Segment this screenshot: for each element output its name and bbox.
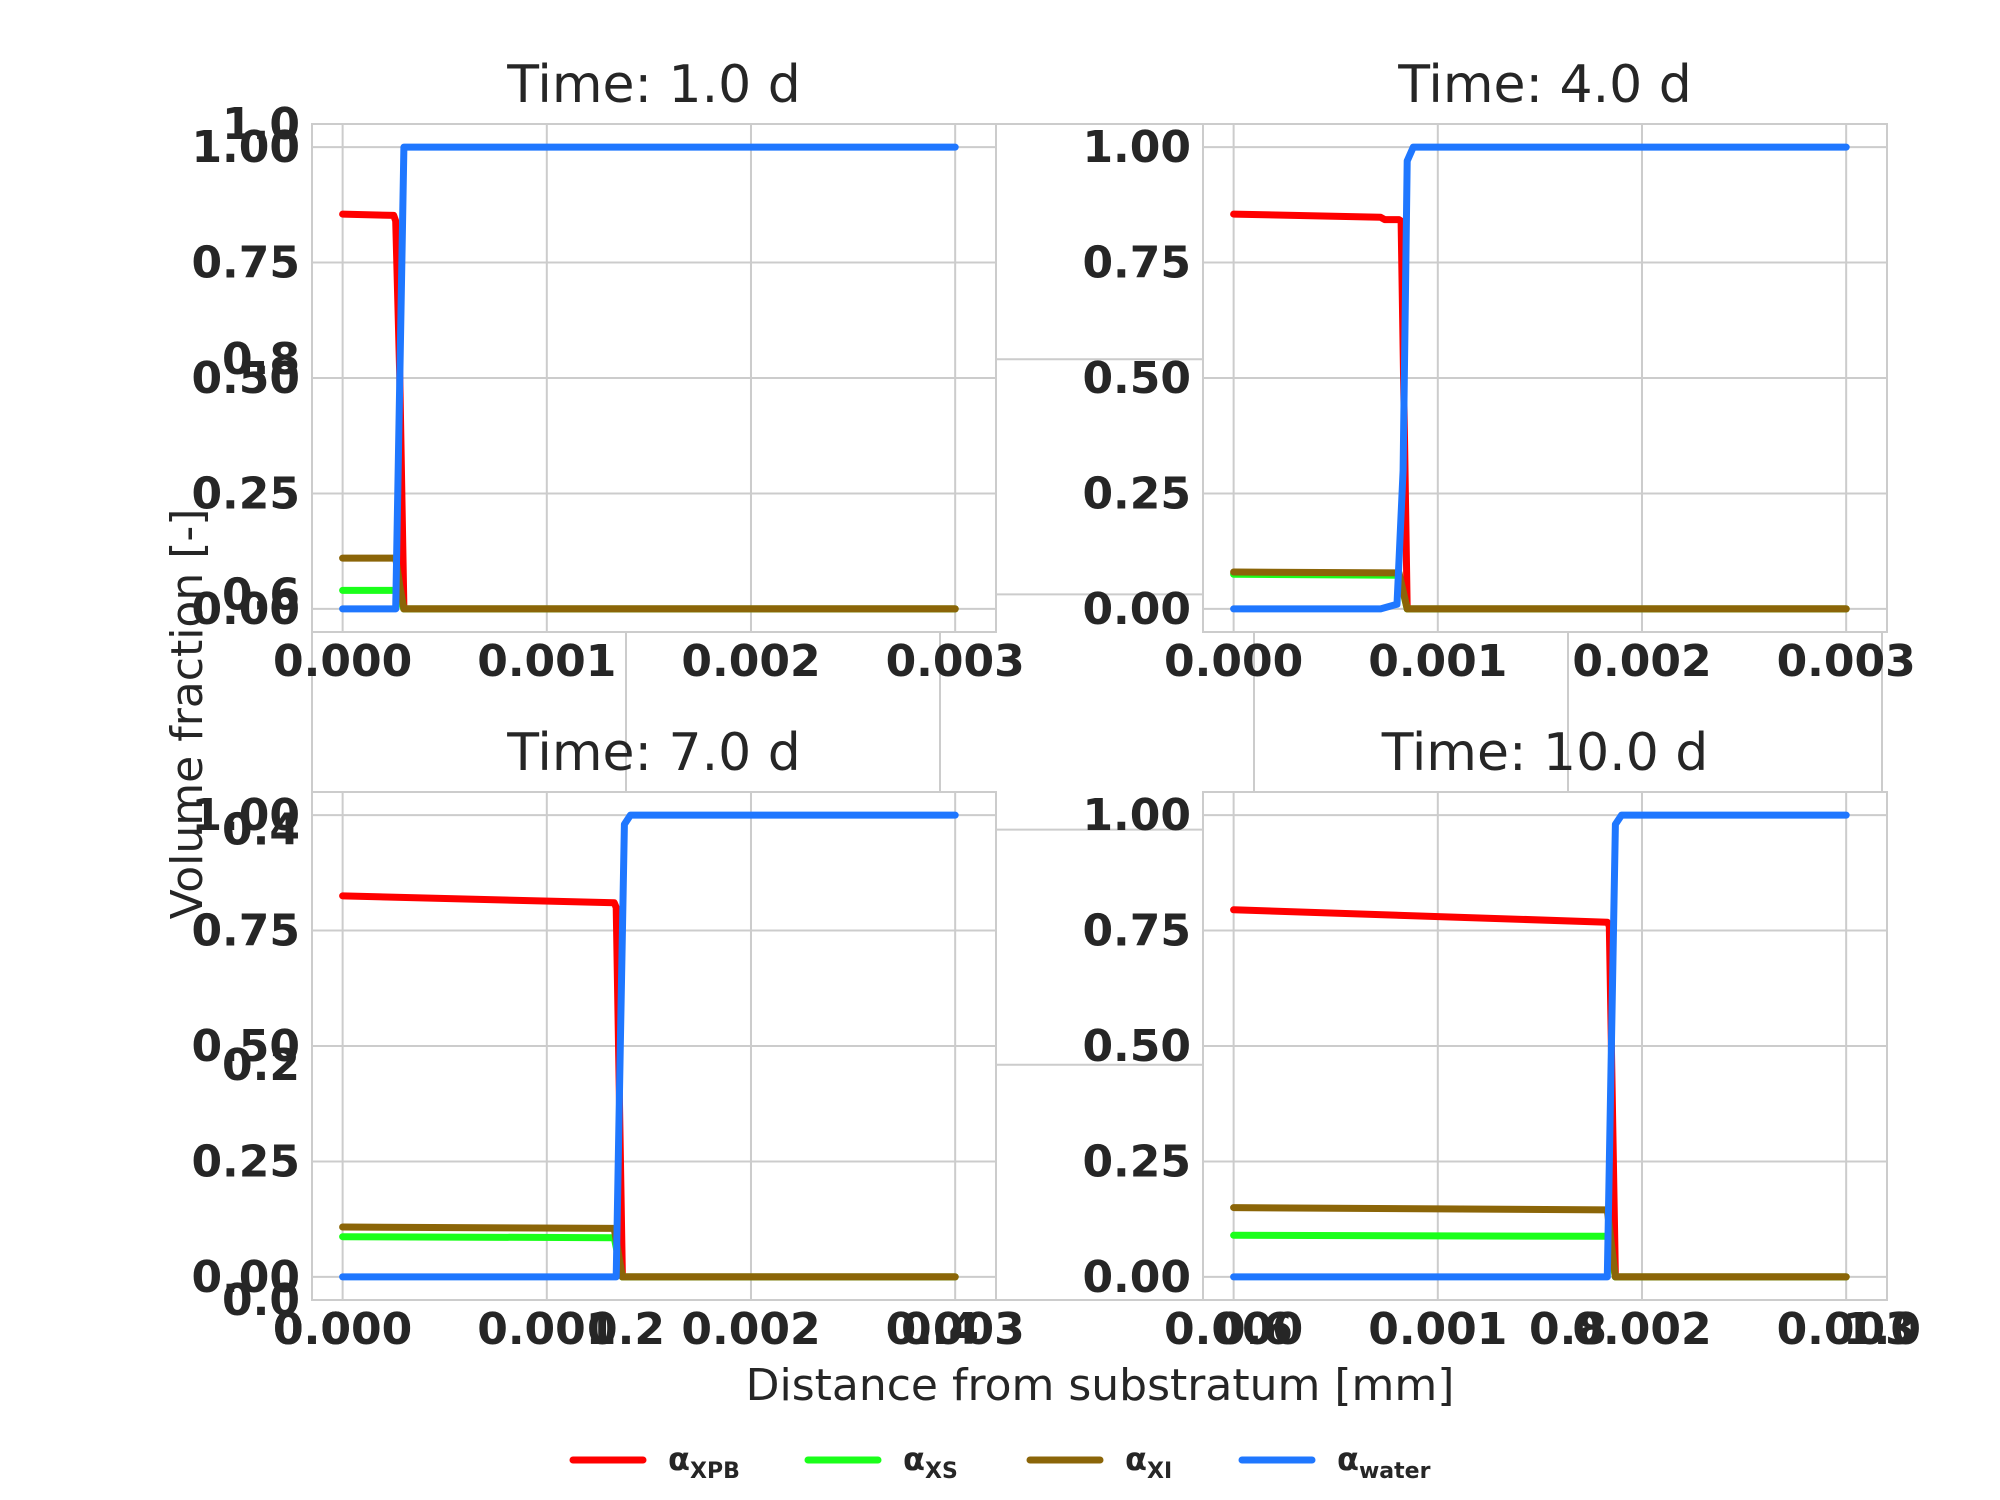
series-line-xi <box>339 554 959 613</box>
outer-x-tick-label: 0.0 <box>273 1304 351 1355</box>
outer-x-tick-label: 0.8 <box>1529 1304 1607 1355</box>
outer-y-tick-label: 0.0 <box>222 1275 300 1326</box>
legend-label: αXS <box>903 1440 958 1484</box>
legend-item-xpb: αXPB <box>569 1440 740 1484</box>
x-tick-label: 0.003 <box>1777 1304 1916 1355</box>
y-tick-label: 0.75 <box>1082 906 1191 957</box>
subplot-2: 0.000 0.001 0.002 0.003 0.00 0.25 0.50 0.75 1.00… <box>1082 55 1915 687</box>
outer-y-tick-label: 0.8 <box>222 334 300 385</box>
y-tick-label: 0.50 <box>1082 1021 1191 1072</box>
series-line-water <box>1230 143 1850 613</box>
outer-x-tick-label: 0.6 <box>1215 1304 1293 1355</box>
y-tick-label: 0.00 <box>1082 584 1191 635</box>
legend-label: αXPB <box>668 1440 740 1484</box>
y-tick-label: 0.50 <box>1082 353 1191 404</box>
legend-item-xs: αXS <box>804 1440 958 1484</box>
x-tick-label: 0.003 <box>886 636 1025 687</box>
y-tick-label: 0.50 <box>191 353 300 404</box>
subplot-4: 0.000 0.001 0.002 0.003 0.00 0.25 0.50 0.75 1.00… <box>1082 723 1915 1355</box>
outer-y-tick-label: 0.2 <box>222 1040 300 1091</box>
series-line-water <box>339 811 959 1281</box>
series-line-xi <box>1230 568 1850 613</box>
subplot-title: Time: 4.0 d <box>1397 55 1692 115</box>
outer-x-tick-label: 0.2 <box>587 1304 665 1355</box>
subplots: 0.000 0.001 0.002 0.0030.000.250.500.751.00… <box>191 55 1915 1355</box>
y-tick-label: 0.25 <box>191 468 300 519</box>
x-tick-label: 0.002 <box>1572 636 1711 687</box>
x-tick-label: 0.000 <box>273 636 412 687</box>
x-tick-label: 0.002 <box>1572 1304 1711 1355</box>
y-tick-label: 0.50 <box>191 1021 300 1072</box>
subplot-3: 0.000 0.001 0.002 0.003 0.00 0.25 0.50 0.75 1.00… <box>191 723 1024 1355</box>
x-tick-label: 0.002 <box>681 1304 820 1355</box>
legend-label: αwater <box>1337 1440 1431 1484</box>
y-tick-label: 0.25 <box>191 1136 300 1187</box>
legend-label: αXI <box>1125 1440 1172 1484</box>
y-tick-label: 0.25 <box>1082 468 1191 519</box>
y-tick-label: 0.00 <box>1082 1252 1191 1303</box>
legend-item-water: αwater <box>1238 1440 1431 1484</box>
x-tick-label: 0.000 <box>1164 636 1303 687</box>
series-line-water <box>1230 811 1850 1281</box>
x-tick-label: 0.000 <box>273 1304 412 1355</box>
x-tick-label: 0.002 <box>681 636 820 687</box>
outer-y-tick-label: 0.6 <box>222 569 300 620</box>
legend-item-xi: αXI <box>1026 1440 1172 1484</box>
x-tick-label: 0.001 <box>477 636 616 687</box>
subplot-title: Time: 1.0 d <box>506 55 801 115</box>
x-tick-label: 0.001 <box>1368 636 1507 687</box>
y-tick-label: 1.00 <box>1082 790 1191 841</box>
y-tick-label: 0.00 <box>191 584 300 635</box>
legend: αXPB αXS αXI αwater <box>569 1440 1431 1484</box>
outer-x-tick-label: 0.4 <box>901 1304 979 1355</box>
x-tick-label: 0.001 <box>1368 1304 1507 1355</box>
outer-x-tick-label: 1.0 <box>1843 1304 1921 1355</box>
outer-y-tick-label: 1.0 <box>222 99 300 150</box>
x-tick-label: 0.003 <box>1777 636 1916 687</box>
x-axis-label: Distance from substratum [mm] <box>746 1360 1455 1411</box>
y-tick-label: 0.25 <box>1082 1136 1191 1187</box>
x-tick-label: 0.003 <box>886 1304 1025 1355</box>
subplot-title: Time: 7.0 d <box>506 723 801 783</box>
y-tick-label: 1.00 <box>1082 122 1191 173</box>
y-tick-label: 0.75 <box>1082 238 1191 289</box>
y-tick-label: 0.00 <box>191 1252 300 1303</box>
subplot-title: Time: 10.0 d <box>1381 723 1709 783</box>
x-tick-label: 0.000 <box>1164 1304 1303 1355</box>
y-tick-label: 0.75 <box>191 238 300 289</box>
y-axis-label: Volume fraction [-] <box>162 509 213 920</box>
series-line-water <box>339 143 959 613</box>
outer-y-tick-label: 0.4 <box>222 805 300 856</box>
subplot-1: 0.000 0.001 0.002 0.0030.000.250.500.751.00… <box>191 55 1024 687</box>
y-tick-label: 1.00 <box>191 122 300 173</box>
y-tick-label: 0.75 <box>191 906 300 957</box>
y-tick-label: 1.00 <box>191 790 300 841</box>
x-tick-label: 0.001 <box>477 1304 616 1355</box>
